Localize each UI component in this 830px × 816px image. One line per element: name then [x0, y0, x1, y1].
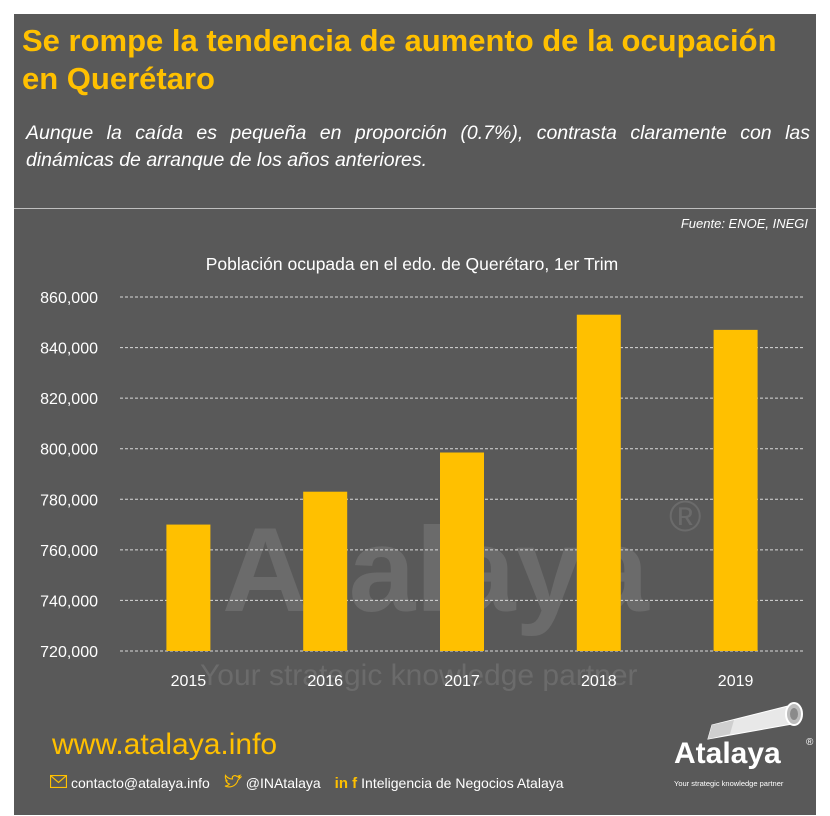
watermark-tagline: Your strategic knowledge partner: [200, 659, 638, 692]
x-tick-label: 2016: [307, 673, 343, 690]
source-note: Fuente: ENOE, INEGI: [680, 216, 808, 231]
envelope-icon: [49, 774, 68, 792]
y-tick-label: 720,000: [40, 644, 98, 661]
atalaya-logo: Atalaya ® Your strategic knowledge partn…: [664, 699, 816, 795]
y-tick-label: 840,000: [40, 341, 98, 358]
y-axis: 720,000 740,000 760,000 780,000 800,000 820,0…: [40, 290, 98, 661]
watermark-reg: ®: [669, 492, 701, 541]
y-tick-label: 780,000: [40, 492, 98, 509]
website-link[interactable]: www.atalaya.info: [52, 728, 278, 761]
divider: [14, 208, 816, 209]
bar-2015: [166, 524, 211, 651]
twitter-bird-icon: [224, 773, 243, 793]
y-tick-label: 820,000: [40, 391, 98, 408]
chart-title: Población ocupada en el edo. de Querétar…: [206, 254, 618, 274]
y-tick-label: 860,000: [40, 290, 98, 307]
logo-name: Atalaya: [674, 737, 781, 770]
x-axis: 2015 2016 2017 2018 2019: [171, 673, 754, 690]
company-name: Inteligencia de Negocios Atalaya: [361, 775, 564, 791]
y-tick-label: 760,000: [40, 543, 98, 560]
bar-2018: [576, 314, 621, 651]
linkedin-facebook-icons[interactable]: in f: [334, 774, 358, 792]
twitter-handle-link[interactable]: @INAtalaya: [245, 775, 321, 791]
chart-panel: Fuente: ENOE, INEGI Atalaya ® Your strat…: [14, 209, 816, 815]
page-title: Se rompe la tendencia de aumento de la o…: [22, 23, 777, 96]
contact-row: contacto@atalaya.info @INAtalaya in f In…: [49, 773, 564, 793]
logo-reg: ®: [806, 737, 814, 748]
bars: [166, 314, 758, 651]
x-tick-label: 2019: [718, 673, 754, 690]
telescope-icon: [707, 702, 803, 740]
bar-2017: [440, 452, 484, 651]
y-tick-label: 800,000: [40, 442, 98, 459]
page-subtitle: Aunque la caída es pequeña en proporción…: [26, 122, 810, 171]
x-tick-label: 2015: [171, 673, 207, 690]
email-link[interactable]: contacto@atalaya.info: [71, 775, 210, 791]
bar-2019: [713, 329, 758, 651]
header-panel: Se rompe la tendencia de aumento de la o…: [14, 14, 816, 208]
x-tick-label: 2017: [444, 673, 480, 690]
logo-tagline: Your strategic knowledge partner: [674, 779, 784, 788]
y-tick-label: 740,000: [40, 593, 98, 610]
x-tick-label: 2018: [581, 673, 617, 690]
bar-chart: Atalaya ® Your strategic knowledge partn…: [40, 254, 804, 692]
bar-2016: [303, 491, 348, 651]
